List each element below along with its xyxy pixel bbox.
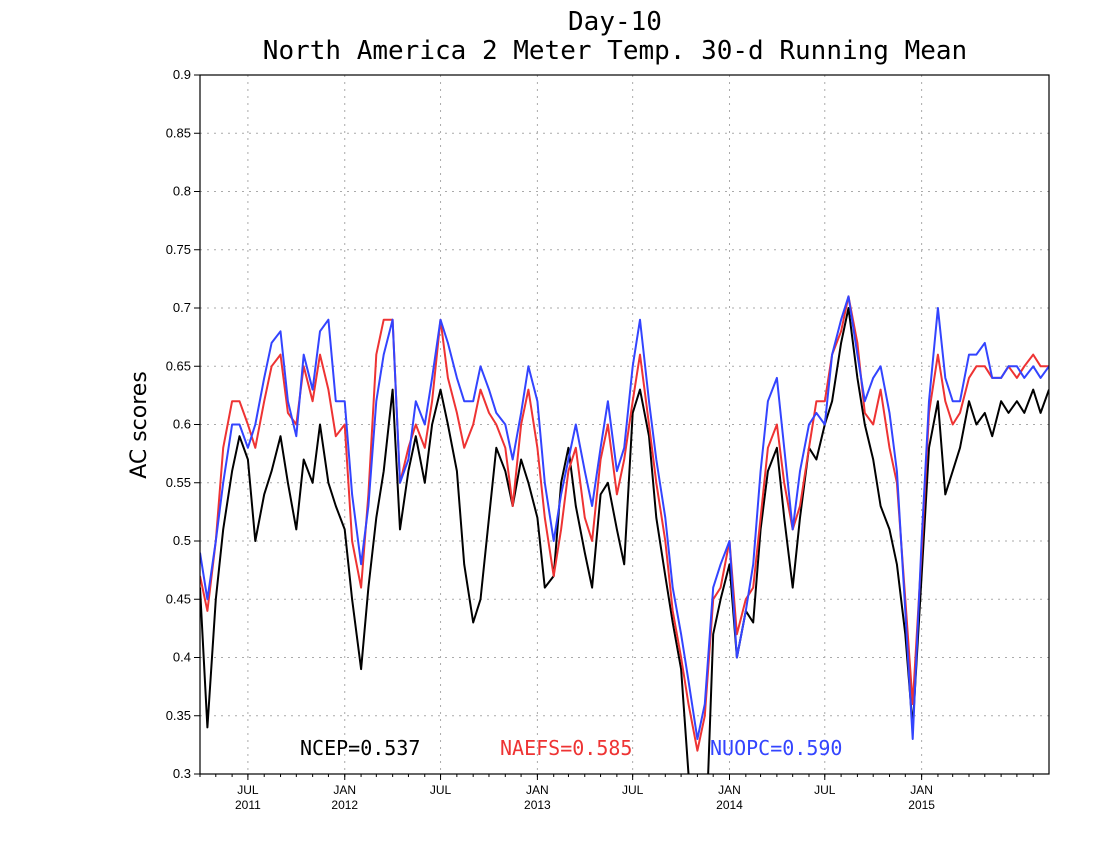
series-line-naefs: [200, 295, 1049, 752]
y-tick-label: 0.8: [173, 184, 191, 199]
series-lines: [200, 295, 1049, 774]
chart-title: Day-10: [568, 7, 662, 37]
y-tick-label: 0.45: [166, 591, 191, 606]
x-tick-month: JAN: [718, 783, 741, 797]
x-tick-month: JAN: [526, 783, 549, 797]
y-axis-label: AC scores: [127, 371, 152, 479]
x-tick-month: JAN: [333, 783, 356, 797]
y-tick-label: 0.6: [173, 417, 191, 432]
y-tick-label: 0.7: [173, 300, 191, 315]
grid-lines: [200, 75, 1049, 774]
x-tick-year: 2014: [716, 798, 743, 812]
y-tick-label: 0.9: [173, 67, 191, 82]
x-tick-month: JAN: [910, 783, 933, 797]
x-tick-year: 2012: [331, 798, 358, 812]
y-tick-label: 0.75: [166, 242, 191, 257]
y-axis: 0.3 0.35 0.4 0.45 0.5 0.55 0.6 0.65 0.7 0.75 0.8 0.…: [166, 67, 200, 781]
y-tick-label: 0.55: [166, 475, 191, 490]
x-tick-month: JUL: [237, 783, 259, 797]
legend-ncep: NCEP=0.537: [300, 736, 420, 760]
chart-subtitle: North America 2 Meter Temp. 30-d Running…: [263, 36, 967, 66]
x-tick-month: JUL: [814, 783, 836, 797]
series-line-nuopc: [200, 295, 1049, 740]
x-tick-year: 2011: [235, 798, 261, 812]
x-tick-year: 2015: [908, 798, 935, 812]
legend-naefs: NAEFS=0.585: [500, 736, 632, 760]
x-tick-month: JUL: [622, 783, 644, 797]
y-tick-label: 0.4: [173, 650, 191, 665]
x-tick-month: JUL: [430, 783, 452, 797]
y-tick-label: 0.3: [173, 766, 191, 781]
legend-nuopc: NUOPC=0.590: [710, 736, 842, 760]
y-tick-label: 0.5: [173, 533, 191, 548]
y-tick-label: 0.65: [166, 358, 191, 373]
legend: NCEP=0.537 NAEFS=0.585 NUOPC=0.590: [300, 736, 842, 760]
x-tick-year: 2013: [524, 798, 551, 812]
y-tick-label: 0.35: [166, 708, 191, 723]
y-tick-label: 0.85: [166, 125, 191, 140]
